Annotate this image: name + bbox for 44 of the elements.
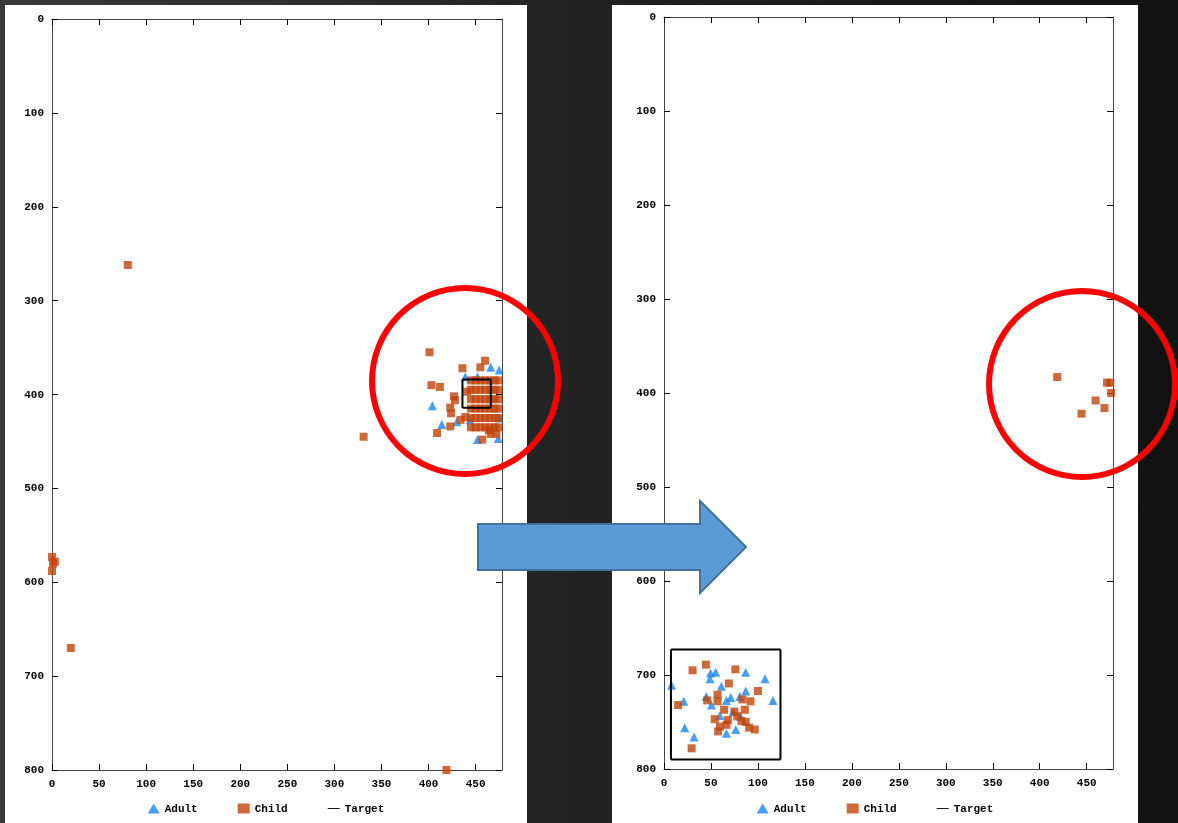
x-tick-label: 50 [704,776,718,789]
x-tick-label: 150 [794,776,815,789]
x-tick-label: 150 [183,777,204,790]
x-tick-label: 100 [136,777,157,790]
legend-label: Target [344,802,385,815]
x-tick-label: 400 [418,777,439,790]
y-tick-label: 200 [24,200,44,213]
legend-label: Child [254,802,288,815]
y-tick-label: 300 [24,294,44,307]
y-tick-label: 800 [24,764,44,776]
y-tick-label: 300 [636,293,656,305]
legend-label: Child [863,802,897,815]
y-tick-label: 100 [636,105,656,117]
y-tick-label: 200 [636,199,656,211]
x-tick-label: 50 [92,777,106,790]
x-tick-label: 450 [1076,776,1097,789]
x-tick-label: 0 [660,776,668,789]
y-tick-label: 400 [24,388,44,401]
y-tick-label: 500 [636,481,656,493]
x-tick-label: 300 [324,777,345,790]
x-tick-label: 100 [748,776,768,789]
y-tick-label: 700 [24,670,44,683]
x-tick-label: 0 [48,777,56,790]
legend-label: Target [953,802,994,815]
x-tick-label: 450 [465,777,486,790]
x-tick-label: 200 [230,777,251,790]
y-tick-label: 400 [636,387,656,399]
x-tick-label: 400 [1029,776,1050,789]
x-tick-label: 300 [935,776,956,789]
y-tick-label: 600 [636,575,656,587]
y-tick-label: 0 [37,13,44,25]
legend-label: Adult [773,802,807,815]
y-tick-label: 800 [636,763,656,775]
legend-label: Adult [164,802,198,815]
y-tick-label: 0 [649,11,656,23]
y-tick-label: 500 [24,482,44,495]
x-tick-label: 200 [841,776,862,789]
x-tick-label: 250 [888,776,909,789]
x-tick-label: 350 [371,777,392,790]
y-tick-label: 600 [24,576,44,589]
y-tick-label: 100 [24,106,44,119]
y-tick-label: 700 [636,669,656,681]
x-tick-label: 250 [277,777,298,790]
x-tick-label: 350 [982,776,1003,789]
